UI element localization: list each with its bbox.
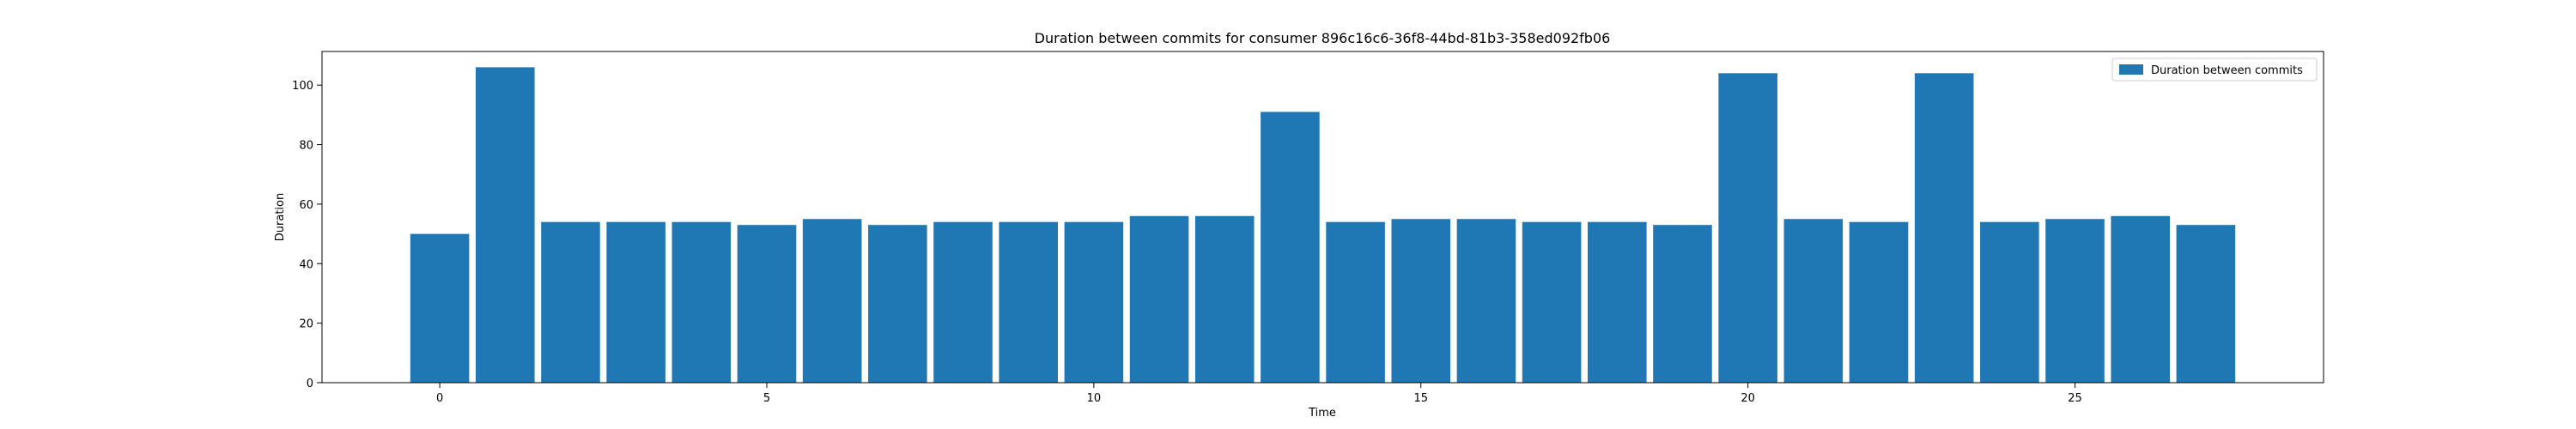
bar (1456, 219, 1516, 383)
legend-swatch (2119, 64, 2143, 75)
chart-title: Duration between commits for consumer 89… (1035, 30, 1611, 46)
x-tick-label: 0 (436, 392, 443, 405)
bar (1194, 215, 1255, 383)
bar (1064, 221, 1124, 383)
bar (1522, 221, 1582, 383)
bar (541, 221, 600, 383)
bar (1326, 221, 1385, 383)
legend: Duration between commits (2111, 57, 2318, 82)
y-tick-label: 80 (299, 140, 313, 153)
bar (1718, 73, 1777, 383)
y-tick-label: 20 (299, 318, 313, 331)
x-tick-label: 20 (1741, 392, 1755, 405)
bar (933, 221, 993, 383)
bar (2111, 215, 2170, 383)
bar (671, 221, 732, 383)
x-tick-label: 5 (763, 392, 770, 405)
bar (606, 221, 665, 383)
plot-area-frame (321, 51, 2324, 384)
bar (2045, 219, 2105, 383)
bar (410, 233, 470, 383)
bar (737, 225, 797, 383)
x-tick-label: 10 (1087, 392, 1102, 405)
ticks-layer: 0 5 10 15 20 25 0 20 40 60 80 100 (292, 80, 2082, 405)
legend-box (2111, 57, 2318, 82)
bar (1980, 221, 2039, 383)
y-tick-label: 0 (307, 378, 313, 390)
y-tick-label: 100 (292, 80, 313, 93)
bar (868, 225, 927, 383)
x-tick-label: 25 (2068, 392, 2082, 405)
bar (999, 221, 1058, 383)
legend-label: Duration between commits (2151, 64, 2303, 77)
y-tick-label: 40 (299, 258, 313, 271)
x-tick-label: 15 (1413, 392, 1428, 405)
bar (476, 67, 535, 383)
bar (2176, 225, 2236, 383)
bar (1588, 221, 1647, 383)
x-axis-label: Time (1308, 407, 1336, 420)
bar (1653, 225, 1712, 383)
bar (1129, 215, 1189, 383)
bar (802, 219, 862, 383)
y-tick-label: 60 (299, 199, 313, 212)
bar (1391, 219, 1451, 383)
bar (1914, 73, 1974, 383)
bar (1783, 219, 1844, 383)
bar (1261, 112, 1320, 383)
bar (1849, 221, 1909, 383)
bars-layer (410, 67, 2236, 383)
y-axis-label: Duration (274, 193, 287, 241)
